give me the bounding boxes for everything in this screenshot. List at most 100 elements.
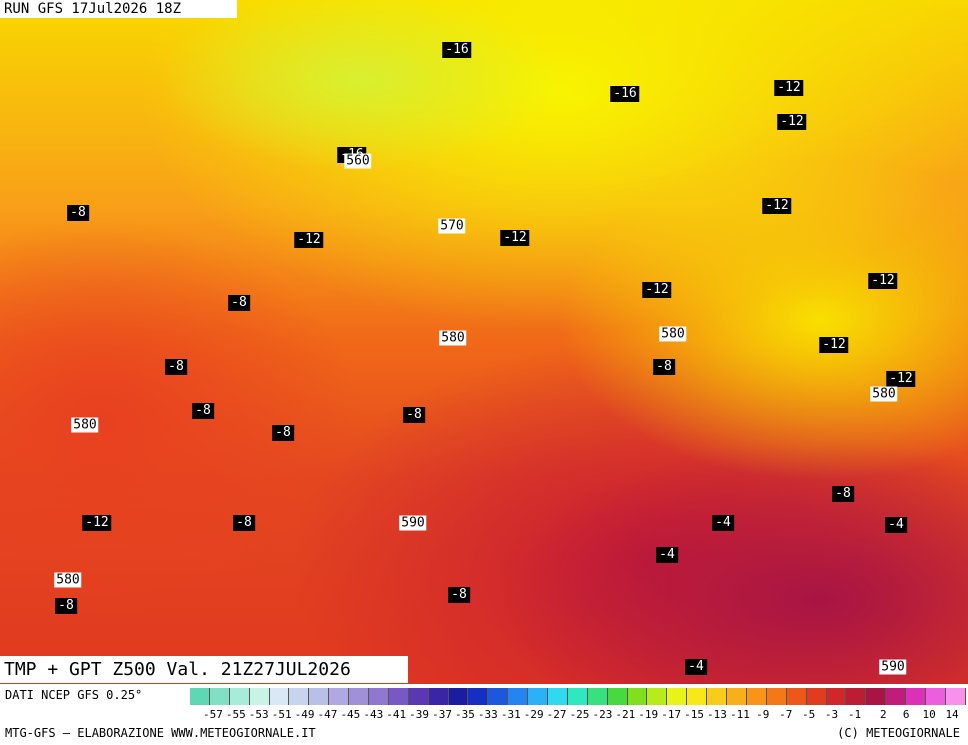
colorbar-swatch bbox=[886, 688, 907, 705]
colorbar-swatch bbox=[528, 688, 549, 705]
colorbar-tick-label: -45 bbox=[340, 708, 361, 721]
colorbar-swatch bbox=[866, 688, 887, 705]
run-label: RUN GFS 17Jul2026 18Z bbox=[0, 0, 237, 18]
temperature-label: -8 bbox=[55, 598, 77, 614]
colorbar-swatch bbox=[269, 688, 290, 705]
colorbar-tick-label: -1 bbox=[847, 708, 862, 721]
copyright: (C) METEOGIORNALE bbox=[837, 726, 960, 740]
colorbar-tick-label: -5 bbox=[802, 708, 816, 721]
colorbar-swatch bbox=[428, 688, 449, 705]
temperature-label: -12 bbox=[777, 114, 807, 130]
colorbar-swatch bbox=[488, 688, 509, 705]
colorbar-tick-label: 10 bbox=[922, 708, 936, 721]
temperature-label: -16 bbox=[610, 86, 640, 102]
colorbar-tick-label: -3 bbox=[824, 708, 839, 721]
colorbar-swatch bbox=[448, 688, 469, 705]
colorbar-swatch bbox=[349, 688, 370, 705]
map: -16-16-12-12-16-8-12-12-12-12-12-8-12-12… bbox=[0, 0, 968, 684]
colorbar-tick-label: -57 bbox=[202, 708, 223, 721]
temperature-label: -8 bbox=[67, 205, 89, 221]
temperature-label: -4 bbox=[712, 515, 734, 531]
colorbar-tick-label: -53 bbox=[248, 708, 269, 721]
colorbar-swatch bbox=[925, 688, 946, 705]
colorbar-tick-label: -43 bbox=[363, 708, 384, 721]
temperature-label: -16 bbox=[442, 42, 472, 58]
height-label: 580 bbox=[439, 330, 467, 346]
height-label: 560 bbox=[344, 153, 372, 169]
height-label: 580 bbox=[71, 417, 99, 433]
colorbar-swatch bbox=[587, 688, 608, 705]
colorbar-tick-label: -11 bbox=[729, 708, 750, 721]
colorbar-swatch bbox=[786, 688, 807, 705]
colorbar-swatch bbox=[567, 688, 588, 705]
colorbar-tick-label: 2 bbox=[880, 708, 887, 721]
colorbar-tick-label: -33 bbox=[477, 708, 498, 721]
colorbar bbox=[190, 688, 966, 705]
colorbar-swatch bbox=[289, 688, 310, 705]
colorbar-swatch bbox=[249, 688, 270, 705]
temperature-label: -12 bbox=[819, 337, 849, 353]
colorbar-tick-label: -37 bbox=[432, 708, 452, 721]
temperature-label: -12 bbox=[762, 198, 792, 214]
colorbar-tick-label: -51 bbox=[271, 708, 292, 721]
colorbar-swatch bbox=[707, 688, 728, 705]
colorbar-tick-label: 14 bbox=[945, 708, 959, 721]
colorbar-swatch bbox=[647, 688, 668, 705]
map-title: TMP + GPT Z500 Val. 21Z27JUL2026 bbox=[0, 656, 408, 683]
colorbar-swatch bbox=[329, 688, 350, 705]
colorbar-tick-label: 6 bbox=[902, 708, 910, 721]
temperature-label: -8 bbox=[403, 407, 425, 423]
colorbar-swatch bbox=[229, 688, 250, 705]
colorbar-tick-label: -31 bbox=[500, 708, 521, 721]
colorbar-swatch bbox=[906, 688, 926, 705]
temperature-label: -4 bbox=[656, 547, 678, 563]
temperature-label: -8 bbox=[832, 486, 854, 502]
colorbar-swatch bbox=[627, 688, 648, 705]
temperature-label: -8 bbox=[228, 295, 250, 311]
temperature-label: -12 bbox=[868, 273, 898, 289]
colorbar-swatch bbox=[667, 688, 688, 705]
colorbar-tick-label: -27 bbox=[546, 708, 567, 721]
temperature-label: -12 bbox=[642, 282, 672, 298]
temperature-label: -4 bbox=[685, 659, 707, 675]
colorbar-tick-label: -19 bbox=[638, 708, 659, 721]
colorbar-swatch bbox=[388, 688, 409, 705]
height-label: 580 bbox=[54, 572, 82, 588]
height-label: 590 bbox=[399, 515, 427, 531]
colorbar-ticks: -57 -55 -53 -51 -49 -47 -45 -43 -41 -39 -37 -35 -33-… bbox=[190, 708, 966, 722]
colorbar-swatch bbox=[826, 688, 847, 705]
colorbar-tick-label: -25 bbox=[569, 708, 590, 721]
temperature-label: -8 bbox=[233, 515, 255, 531]
colorbar-tick-label: -7 bbox=[779, 708, 793, 721]
colorbar-swatch bbox=[746, 688, 767, 705]
temperature-label: -8 bbox=[272, 425, 294, 441]
data-source: DATI NCEP GFS 0.25° bbox=[5, 688, 143, 702]
temperature-label: -12 bbox=[886, 371, 916, 387]
colorbar-swatch bbox=[209, 688, 230, 705]
colorbar-tick-label: -23 bbox=[592, 708, 613, 721]
colorbar-tick-label: -39 bbox=[409, 708, 430, 721]
height-label: 580 bbox=[870, 386, 898, 402]
colorbar-tick-label: -29 bbox=[523, 708, 544, 721]
colorbar-swatch bbox=[369, 688, 389, 705]
colorbar-tick-label: -9 bbox=[756, 708, 770, 721]
colorbar-tick-label: -17 bbox=[661, 708, 682, 721]
colorbar-swatch bbox=[190, 688, 210, 705]
temperature-label: -8 bbox=[448, 587, 470, 603]
temperature-label: -12 bbox=[500, 230, 530, 246]
height-label: 580 bbox=[659, 326, 687, 342]
colorbar-tick-label: -41 bbox=[386, 708, 407, 721]
colorbar-swatch bbox=[468, 688, 489, 705]
temperature-label: -4 bbox=[885, 517, 907, 533]
colorbar-swatch bbox=[548, 688, 568, 705]
colorbar-swatch bbox=[945, 688, 966, 705]
colorbar-swatch bbox=[766, 688, 787, 705]
colorbar-swatch bbox=[508, 688, 529, 705]
temperature-label: -12 bbox=[774, 80, 804, 96]
temperature-label: -8 bbox=[165, 359, 187, 375]
credits: MTG-GFS — ELABORAZIONE WWW.METEOGIORNALE… bbox=[5, 726, 316, 740]
colorbar-tick-label: -47 bbox=[317, 708, 338, 721]
colorbar-swatch bbox=[687, 688, 708, 705]
temperature-label: -8 bbox=[192, 403, 214, 419]
